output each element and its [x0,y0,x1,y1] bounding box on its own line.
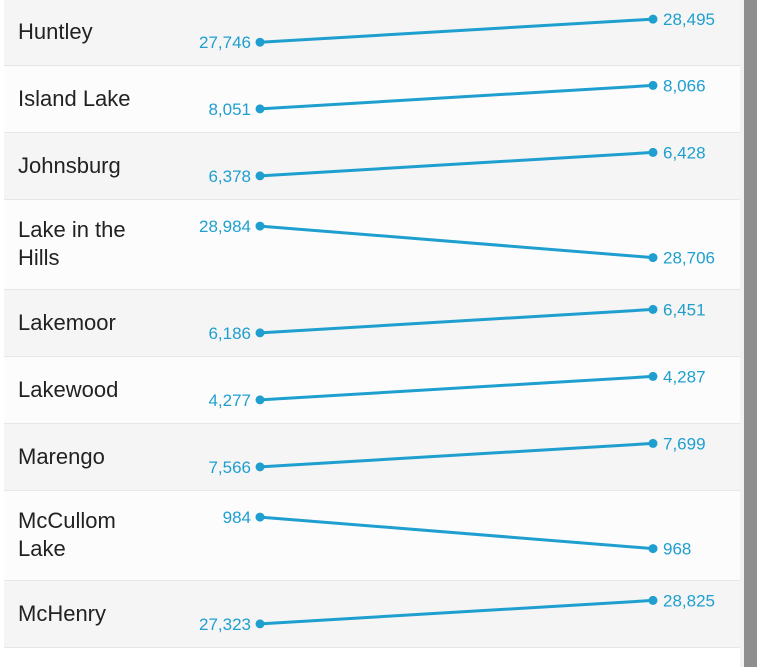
start-point [255,619,265,629]
start-point [255,171,265,181]
slope-line [259,17,654,44]
scrollbar-thumb[interactable] [744,0,757,667]
slope-line [259,150,654,178]
table-row: Lake in the Hills [4,200,740,290]
start-value-label: 4,277 [208,391,251,410]
start-point [255,104,265,114]
slope-line [259,83,654,111]
end-point [648,371,658,381]
end-point [648,80,658,90]
table-row: Johnsburg [4,133,740,200]
end-value-label: 6,451 [663,300,706,319]
row-label: Huntley [18,19,93,44]
row-label: Lakewood [18,376,119,402]
end-point [648,595,658,605]
end-point [648,14,658,24]
start-value-label: 27,323 [199,615,251,634]
start-value-label: 984 [223,508,251,527]
start-value-label: 27,746 [199,33,251,52]
row-label: Lakemoor [18,309,116,335]
end-point [648,147,658,157]
end-value-label: 8,066 [663,76,706,95]
row-label: McCullom Lake [18,508,116,561]
slope-chart-table: Huntley Island Lake Johnsburg Lake in the H… [4,0,740,667]
table-row: Huntley [4,0,740,66]
end-point [648,438,658,448]
slope-line [259,441,654,469]
end-value-label: 28,495 [663,10,715,29]
row-label: McHenry [18,600,107,626]
end-value-label: 6,428 [663,143,706,162]
slope-line [259,515,654,551]
table-row: Lakemoor [4,290,740,357]
row-label: Lake in the Hills [18,217,126,270]
end-value-label: 28,825 [663,591,715,610]
start-point [255,512,265,522]
row-label: Johnsburg [18,152,121,178]
slope-line [259,598,654,626]
start-point [255,37,265,47]
slope-line [259,307,654,335]
slope-line [259,374,654,402]
end-value-label: 968 [663,540,691,559]
table-row: McCullom Lake [4,491,740,581]
table-row: Island Lake [4,66,740,133]
row-label: Island Lake [18,85,131,111]
start-point [255,395,265,405]
row-label: Marengo [18,443,105,469]
end-value-label: 7,699 [663,434,706,453]
table-row: McHenry [4,581,740,648]
slope-line [259,224,654,260]
start-value-label: 7,566 [208,458,251,477]
scrollbar-track[interactable] [740,0,744,667]
start-value-label: 28,984 [199,217,251,236]
start-value-label: 6,378 [208,167,251,186]
table-row: Marengo [4,424,740,491]
end-value-label: 4,287 [663,367,706,386]
end-point [648,544,658,554]
start-point [255,221,265,231]
start-point [255,328,265,338]
end-value-label: 28,706 [663,249,715,268]
start-point [255,462,265,472]
start-value-label: 6,186 [208,324,251,343]
end-point [648,304,658,314]
end-point [648,253,658,263]
slope-chart: 27,746 28,495 8,051 8,066 6,378 6,428 28,984 28… [199,10,715,634]
start-value-label: 8,051 [208,100,251,119]
table-row: Lakewood [4,357,740,424]
